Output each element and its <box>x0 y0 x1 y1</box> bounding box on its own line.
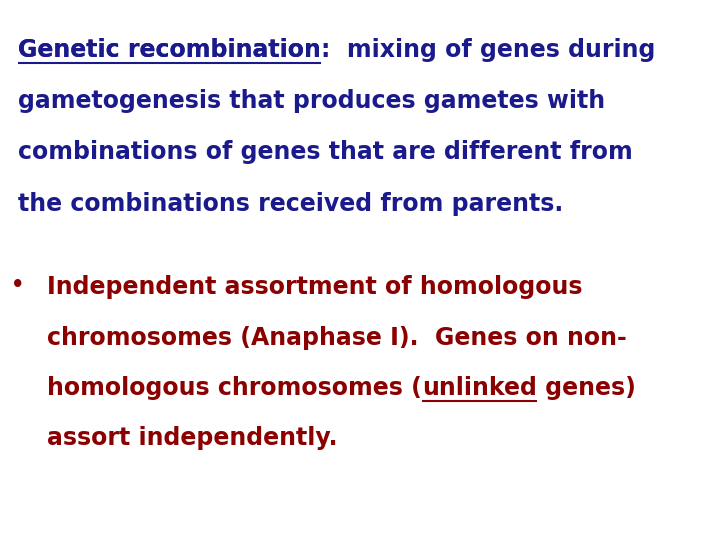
Text: :  mixing of genes during: : mixing of genes during <box>321 38 655 62</box>
Text: combinations of genes that are different from: combinations of genes that are different… <box>18 140 633 164</box>
Text: Genetic recombination: Genetic recombination <box>0 539 1 540</box>
Text: unlinked: unlinked <box>422 376 536 400</box>
Text: gametogenesis that produces gametes with: gametogenesis that produces gametes with <box>18 89 605 113</box>
Text: Genetic recombination: Genetic recombination <box>18 38 321 62</box>
Text: homologous chromosomes (: homologous chromosomes ( <box>47 376 422 400</box>
Text: Genetic recombination: Genetic recombination <box>18 38 321 62</box>
Text: the combinations received from parents.: the combinations received from parents. <box>18 192 563 215</box>
Text: genes): genes) <box>536 376 636 400</box>
Text: assort independently.: assort independently. <box>47 426 337 450</box>
Text: •: • <box>11 275 24 295</box>
Text: chromosomes (Anaphase I).  Genes on non-: chromosomes (Anaphase I). Genes on non- <box>47 326 626 349</box>
Text: Independent assortment of homologous: Independent assortment of homologous <box>47 275 582 299</box>
